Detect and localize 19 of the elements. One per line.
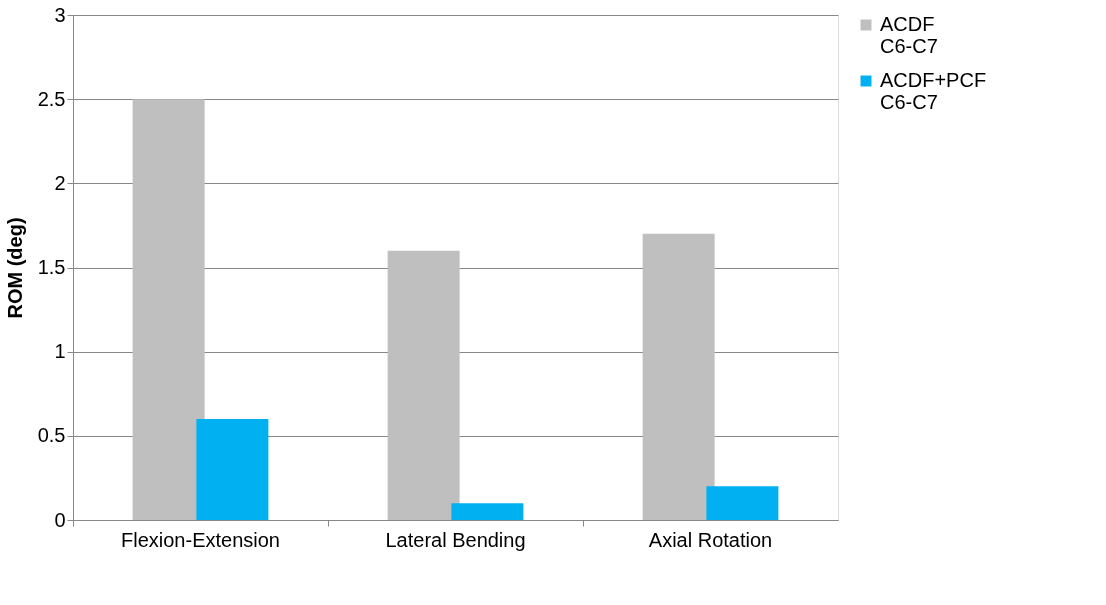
y-tick-label: 1 xyxy=(54,340,66,363)
x-tick-label: Lateral Bending xyxy=(385,528,526,551)
bar xyxy=(451,503,524,520)
bar xyxy=(706,486,779,520)
y-tick-label: 1.5 xyxy=(37,256,66,278)
bar xyxy=(196,419,269,520)
y-tick-label: 2 xyxy=(54,171,66,194)
y-tick-label: 0.5 xyxy=(37,424,66,447)
bar xyxy=(642,233,715,520)
x-tick-label: Axial Rotation xyxy=(648,528,773,551)
legend-label: ACDF+PCF C6-C7 xyxy=(880,69,987,113)
legend-label: ACDF C6-C7 xyxy=(880,13,938,57)
y-tick-label: 3 xyxy=(54,3,66,26)
y-tick-label: 2.5 xyxy=(37,87,66,110)
x-tick-label: Flexion-Extension xyxy=(121,528,280,551)
bar xyxy=(387,250,460,520)
bar xyxy=(132,99,205,520)
y-tick-label: 0 xyxy=(54,508,66,531)
y-axis-title: ROM (deg) xyxy=(3,217,26,319)
